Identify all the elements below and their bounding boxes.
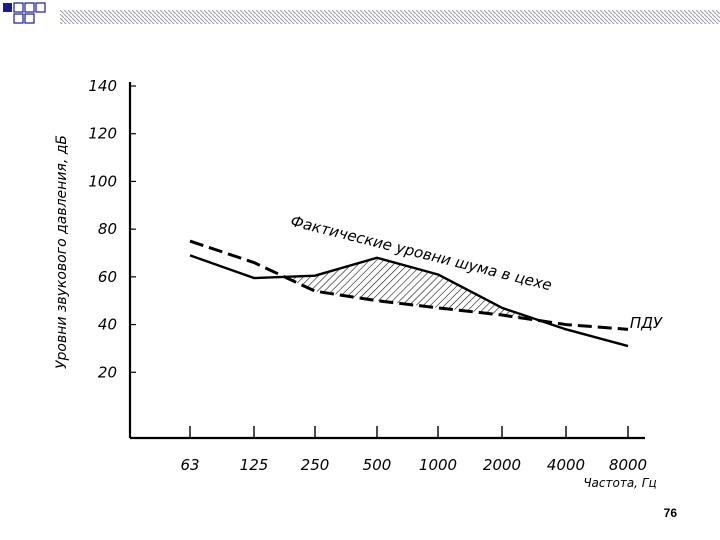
series-label-pdu: ПДУ (630, 314, 663, 332)
page-number: 76 (663, 506, 677, 520)
y-tick-label: 40 (98, 316, 117, 334)
x-tick-label: 63 (180, 456, 199, 474)
header-rule (60, 10, 720, 24)
y-tick-label: 100 (88, 172, 117, 190)
x-tick-label: 1000 (419, 456, 457, 474)
y-tick-labels: 140 120 100 80 60 40 20 (88, 77, 136, 381)
y-tick-label: 120 (88, 125, 117, 143)
corner-decoration (3, 2, 46, 24)
x-tick-labels: 63 125 250 500 1000 2000 4000 8000 (180, 426, 647, 474)
hatched-region (284, 257, 541, 321)
x-tick-label: 4000 (547, 456, 585, 474)
corner-square-filled (3, 3, 12, 12)
series-lines (189, 239, 629, 348)
series-line-actual-noise (189, 254, 629, 348)
x-tick-label: 500 (363, 456, 392, 474)
y-tick-label: 140 (88, 77, 117, 95)
corner-square-outline (35, 2, 46, 13)
x-tick-label: 125 (240, 456, 269, 474)
x-tick-label: 250 (301, 456, 330, 474)
exceedance-hatched-area (284, 257, 541, 321)
corner-square-outline (24, 2, 35, 13)
y-axis-label: Уровни звукового давления, дБ (54, 135, 70, 369)
x-tick-label: 8000 (609, 456, 647, 474)
corner-square-outline (13, 2, 24, 13)
y-tick-label: 20 (98, 363, 117, 381)
corner-square-outline (13, 13, 24, 24)
y-tick-label: 80 (98, 220, 117, 238)
chart-axes (128, 82, 645, 440)
corner-square-outline (24, 13, 35, 24)
y-tick-label: 60 (98, 268, 117, 286)
x-axis-label: Частота, Гц (583, 476, 656, 490)
x-tick-label: 2000 (483, 456, 521, 474)
series-line-pdu (189, 239, 629, 331)
